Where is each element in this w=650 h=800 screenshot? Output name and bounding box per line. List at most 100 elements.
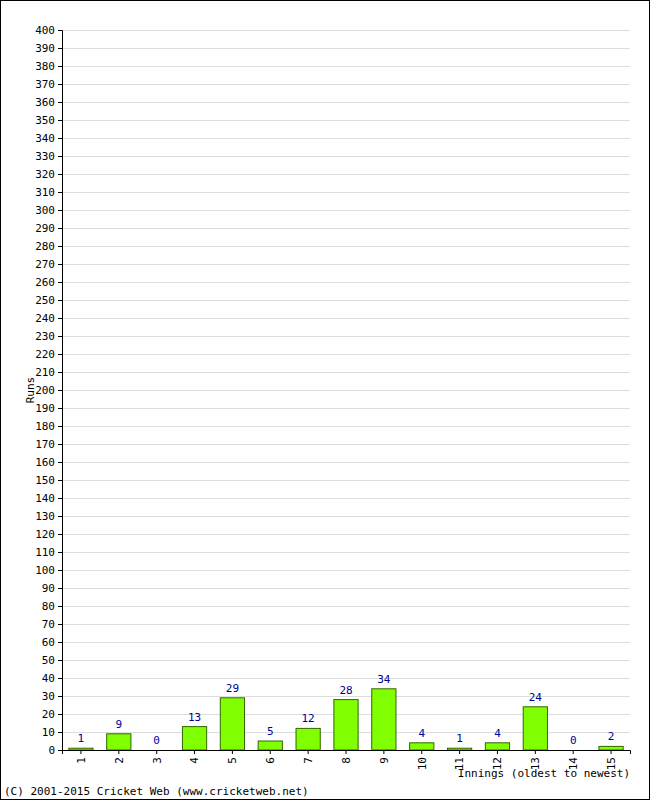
tick-label: 370 [35, 78, 55, 91]
tick-mark [58, 192, 62, 193]
tick-label: 180 [35, 420, 55, 433]
tick-label: 70 [42, 618, 55, 631]
grid-line [62, 84, 630, 85]
tick-label: 270 [35, 258, 55, 271]
tick: 380 [35, 60, 62, 73]
bars [69, 689, 623, 750]
data-labels: 190132951228344142402 [78, 673, 615, 747]
tick-mark [58, 678, 62, 679]
bar [485, 743, 509, 750]
grid-line [62, 660, 630, 661]
tick-mark [58, 228, 62, 229]
grid-line [62, 372, 630, 373]
plot: 1901329512283441424020102030405060708090… [35, 24, 630, 770]
tick-mark [58, 174, 62, 175]
tick-mark [58, 714, 62, 715]
tick-mark [58, 588, 62, 589]
tick: 8 [340, 750, 353, 764]
axis-line [58, 31, 63, 751]
tick-mark [58, 696, 62, 697]
tick-label: 3 [151, 757, 164, 764]
tick-label: 50 [42, 654, 55, 667]
tick: 7 [302, 750, 315, 764]
tick: 370 [35, 78, 62, 91]
grid-line [62, 138, 630, 139]
tick: 90 [42, 582, 62, 595]
tick-mark [58, 642, 62, 643]
tick-mark [58, 426, 62, 427]
tick: 40 [42, 672, 62, 685]
tick-mark [58, 336, 62, 337]
tick: 20 [42, 708, 62, 721]
tick-label: 350 [35, 114, 55, 127]
tick-label: 160 [35, 456, 55, 469]
tick: 200 [35, 384, 62, 397]
tick: 190 [35, 402, 62, 415]
bar [372, 689, 396, 750]
grid-line [62, 210, 630, 211]
data-label: 24 [529, 691, 543, 704]
grid-line [62, 246, 630, 247]
grid-line [62, 102, 630, 103]
tick: 80 [42, 600, 62, 613]
tick: 320 [35, 168, 62, 181]
tick-mark [58, 624, 62, 625]
grid-line [62, 120, 630, 121]
tick: 3 [151, 750, 164, 764]
grid-line [62, 228, 630, 229]
tick-mark [497, 750, 498, 754]
tick-mark [383, 750, 384, 754]
tick-label: 170 [35, 438, 55, 451]
tick-mark [58, 138, 62, 139]
tick-label: 240 [35, 312, 55, 325]
tick: 70 [42, 618, 62, 631]
tick-mark [58, 516, 62, 517]
tick-label: 310 [35, 186, 55, 199]
tick: 1 [75, 750, 88, 764]
tick-mark [232, 750, 233, 754]
grid-line [62, 480, 630, 481]
grid-line [62, 282, 630, 283]
tick-label: 300 [35, 204, 55, 217]
tick: 330 [35, 150, 62, 163]
grid-line [62, 354, 630, 355]
tick-label: 80 [42, 600, 55, 613]
tick-mark [308, 750, 309, 754]
tick: 400 [35, 24, 62, 37]
grid-line [62, 552, 630, 553]
tick-mark [58, 444, 62, 445]
tick: 350 [35, 114, 62, 127]
bar [145, 750, 169, 751]
tick: 290 [35, 222, 62, 235]
tick-label: 290 [35, 222, 55, 235]
tick-label: 140 [35, 492, 55, 505]
tick-label: 8 [340, 757, 353, 764]
tick-label: 230 [35, 330, 55, 343]
tick-mark [58, 372, 62, 373]
grid-line [62, 318, 630, 319]
tick-label: 380 [35, 60, 55, 73]
bar [107, 734, 131, 750]
bar [258, 741, 282, 750]
tick-label: 260 [35, 276, 55, 289]
grid-line [62, 192, 630, 193]
bar [220, 698, 244, 750]
tick-mark [58, 732, 62, 733]
tick: 6 [264, 750, 277, 764]
tick: 160 [35, 456, 62, 469]
tick-mark [80, 750, 81, 754]
tick-mark [58, 264, 62, 265]
tick-mark [58, 408, 62, 409]
tick-mark [58, 462, 62, 463]
grid-line [62, 516, 630, 517]
tick-label: 120 [35, 528, 55, 541]
tick-label: 390 [35, 42, 55, 55]
bar [69, 748, 93, 750]
grid-line [62, 408, 630, 409]
tick-mark [346, 750, 347, 754]
data-label: 1 [78, 732, 85, 745]
tick-mark [58, 660, 62, 661]
tick-label: 330 [35, 150, 55, 163]
bar [523, 707, 547, 750]
tick-mark [270, 750, 271, 754]
